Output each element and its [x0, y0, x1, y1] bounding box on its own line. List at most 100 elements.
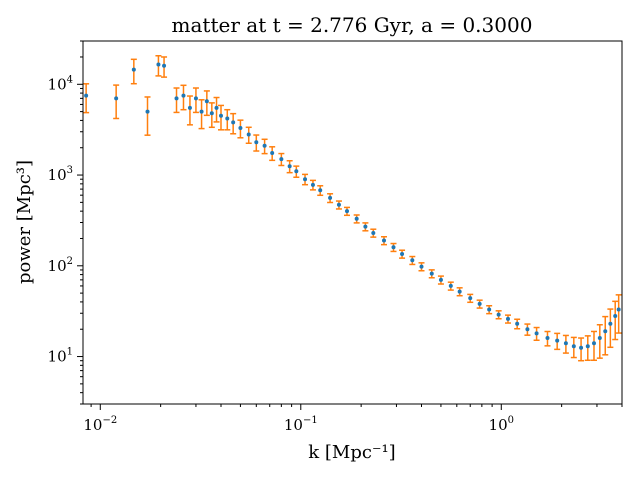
- point-marker: [279, 157, 284, 162]
- data-point: [447, 281, 454, 291]
- data-point: [353, 214, 360, 224]
- data-point: [562, 334, 569, 354]
- data-point: [418, 262, 425, 272]
- data-point: [208, 102, 215, 129]
- point-marker: [354, 216, 359, 221]
- data-point: [370, 228, 377, 238]
- data-point: [514, 318, 521, 330]
- point-marker: [603, 329, 608, 334]
- data-point: [286, 159, 293, 174]
- data-point: [161, 56, 168, 78]
- point-marker: [410, 258, 415, 263]
- point-marker: [209, 111, 214, 116]
- point-marker: [563, 341, 568, 346]
- point-marker: [84, 93, 89, 98]
- data-point: [495, 310, 502, 320]
- data-point: [198, 99, 205, 130]
- point-marker: [525, 327, 530, 332]
- point-marker: [204, 99, 209, 104]
- data-point: [612, 300, 619, 341]
- point-marker: [303, 177, 308, 182]
- data-point: [335, 200, 342, 210]
- point-marker: [214, 105, 219, 110]
- data-point: [362, 222, 369, 232]
- data-point: [578, 337, 585, 362]
- data-point: [317, 185, 324, 197]
- point-marker: [555, 338, 560, 343]
- point-marker: [363, 224, 368, 229]
- data-point: [590, 330, 597, 362]
- point-marker: [114, 96, 119, 101]
- data-point: [486, 304, 493, 315]
- data-point: [180, 84, 187, 111]
- point-marker: [287, 164, 292, 169]
- point-marker: [218, 113, 223, 118]
- data-point: [224, 108, 231, 131]
- point-marker: [505, 316, 510, 321]
- data-point: [253, 134, 260, 152]
- point-marker: [487, 307, 492, 312]
- point-marker: [585, 344, 590, 349]
- point-marker: [438, 277, 443, 282]
- data-point: [602, 315, 609, 356]
- data-point: [554, 332, 561, 351]
- point-marker: [496, 312, 501, 317]
- data-point: [533, 326, 540, 342]
- data-point: [596, 324, 603, 359]
- data-point: [309, 179, 316, 191]
- y-tick-label: 101: [48, 347, 73, 366]
- data-point: [293, 165, 300, 178]
- data-point: [130, 58, 137, 85]
- x-tick-label: 10−2: [83, 415, 117, 434]
- data-point: [213, 96, 220, 123]
- point-marker: [328, 195, 333, 200]
- point-marker: [419, 264, 424, 269]
- point-marker: [294, 169, 299, 174]
- point-marker: [193, 96, 198, 101]
- data-point: [278, 152, 285, 167]
- x-tick-label: 10−1: [284, 415, 318, 434]
- data-point: [399, 249, 406, 259]
- point-marker: [262, 143, 267, 148]
- data-point: [524, 323, 531, 336]
- data-point: [203, 90, 210, 117]
- point-marker: [162, 63, 167, 68]
- point-marker: [429, 271, 434, 276]
- point-marker: [225, 116, 230, 121]
- data-point: [409, 255, 416, 266]
- x-tick-label: 100: [489, 415, 514, 434]
- data-point: [390, 242, 397, 253]
- point-marker: [571, 344, 576, 349]
- data-point: [237, 119, 244, 139]
- plot-area: [83, 55, 622, 362]
- point-marker: [597, 336, 602, 341]
- x-axis-label: k [Mpc⁻¹]: [308, 442, 395, 463]
- point-marker: [391, 245, 396, 250]
- data-point: [467, 293, 474, 304]
- point-marker: [579, 345, 584, 350]
- data-point: [173, 87, 180, 114]
- point-marker: [187, 105, 192, 110]
- point-marker: [534, 331, 539, 336]
- data-point: [476, 299, 483, 309]
- data-point: [428, 269, 435, 279]
- data-point: [144, 96, 151, 136]
- point-marker: [457, 289, 462, 294]
- point-marker: [336, 202, 341, 207]
- data-point: [269, 146, 276, 162]
- point-marker: [613, 313, 618, 318]
- point-marker: [591, 341, 596, 346]
- point-marker: [131, 67, 136, 72]
- data-point: [217, 104, 224, 131]
- point-marker: [515, 321, 520, 326]
- point-marker: [545, 336, 550, 341]
- data-point: [230, 112, 237, 135]
- data-point: [302, 173, 309, 186]
- point-marker: [238, 125, 243, 130]
- point-marker: [156, 62, 161, 67]
- point-marker: [400, 251, 405, 256]
- data-point: [83, 83, 90, 114]
- point-marker: [145, 109, 150, 114]
- point-marker: [246, 132, 251, 137]
